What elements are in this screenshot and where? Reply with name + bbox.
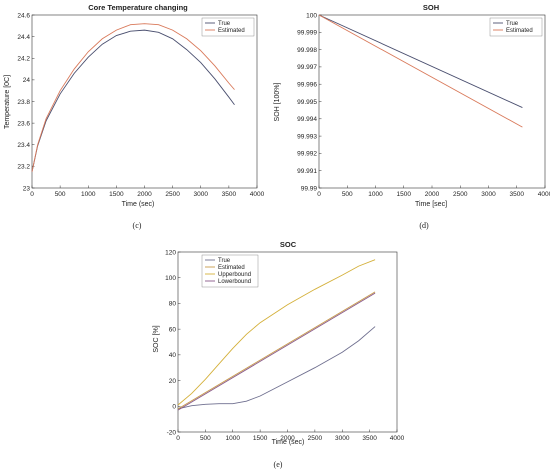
chart-e-caption: (e) xyxy=(274,460,283,469)
chart-e-series-estimated xyxy=(177,291,376,410)
chart-e-xtick-label: 1500 xyxy=(253,435,268,442)
chart-c-legend-label: Estimated xyxy=(218,28,245,34)
chart-d-ytick-label: 99.994 xyxy=(297,116,317,123)
chart-c-xtick-label: 2500 xyxy=(165,191,180,198)
chart-e-xtick-label: 2500 xyxy=(308,435,323,442)
chart-d-ytick-label: 99.998 xyxy=(297,47,317,54)
chart-e-plot: 0 500 1000 1500 2000 2500 3000 3500 4000-2002040… xyxy=(165,249,404,442)
chart-d-xlabel: Time [sec] xyxy=(415,201,447,208)
chart-e-xtick-label: 1000 xyxy=(226,435,241,442)
chart-d-xtick-label: 500 xyxy=(342,191,353,198)
chart-c-xtick-label: 500 xyxy=(55,191,66,198)
chart-c-xtick-label: 1500 xyxy=(109,191,124,198)
chart-c-ylabel: Temperature [0C] xyxy=(4,75,11,129)
chart-c-legend-label: True xyxy=(218,21,231,27)
chart-d-xtick-label: 3500 xyxy=(510,191,525,198)
chart-e-title: SOC xyxy=(280,240,297,249)
chart-c-ytick-label: 24.6 xyxy=(17,12,30,19)
chart-c-xtick-label: 1000 xyxy=(81,191,96,198)
chart-d-series-true xyxy=(318,14,523,108)
chart-e-xtick-label: 4000 xyxy=(390,435,405,442)
chart-d-plot: 0 500 1000 1500 2000 2500 3000 3500 4000 99.99 99.… xyxy=(297,12,550,198)
chart-c-legend-box xyxy=(201,17,255,37)
chart-e-ytick-label: 120 xyxy=(165,249,176,256)
chart-e-ytick-label: 60 xyxy=(169,326,177,333)
chart-e-series-upperbound xyxy=(177,259,376,406)
chart-d-ytick-label: 99.993 xyxy=(297,133,317,140)
chart-c-xlabel: Time (sec) xyxy=(122,201,155,208)
chart-d-ytick-label: 100 xyxy=(306,12,317,19)
chart-e-ytick-label: 100 xyxy=(165,275,176,282)
chart-d-title: SOH xyxy=(423,3,439,12)
chart-d-ylabel: SOH [100%] xyxy=(274,82,281,121)
chart-d-xtick-label: 4000 xyxy=(538,191,550,198)
chart-d-ytick-label: 99.99 xyxy=(301,185,318,192)
chart-e-ytick-label: 20 xyxy=(169,378,177,385)
chart-d-ytick-label: 99.996 xyxy=(297,82,317,89)
chart-c-ytick-label: 23.4 xyxy=(17,142,30,149)
chart-d-caption: (d) xyxy=(419,221,429,230)
chart-c-xtick-label: 0 xyxy=(30,191,34,198)
chart-e-xtick-label: 500 xyxy=(200,435,211,442)
chart-d-ytick-label: 99.999 xyxy=(297,30,317,37)
chart-d-frame xyxy=(318,14,546,189)
chart-d-legend-label: True xyxy=(506,21,519,27)
chart-c-xtick-label: 4000 xyxy=(250,191,265,198)
chart-d-ytick-label: 99.997 xyxy=(297,64,317,71)
chart-c-caption: (c) xyxy=(133,221,142,230)
chart-e-xtick-label: 0 xyxy=(176,435,180,442)
chart-e-ytick-label: 80 xyxy=(169,301,177,308)
chart-e-series-lowerbound xyxy=(177,292,376,411)
chart-c-ytick-label: 23 xyxy=(23,185,31,192)
chart-c-frame xyxy=(31,14,258,189)
chart-e-ytick-label: -20 xyxy=(167,429,177,436)
chart-c-xtick-label: 3000 xyxy=(194,191,209,198)
chart-c-ytick-label: 24.4 xyxy=(17,34,30,41)
chart-c-ytick-label: 24.2 xyxy=(17,56,30,63)
chart-d-legend-box xyxy=(489,17,543,37)
chart-e-xlabel: Time (sec) xyxy=(272,439,305,446)
chart-c-plot: 0 500 1000 1500 2000 2500 3000 3500 4000 23 23.2 23… xyxy=(17,12,264,198)
chart-d-series-estimated xyxy=(318,14,523,128)
chart-e-legend-label: True xyxy=(218,258,231,264)
chart-c-ytick-label: 23.6 xyxy=(17,120,30,127)
chart-c-ytick-label: 23.2 xyxy=(17,164,30,171)
chart-d-xtick-label: 2500 xyxy=(453,191,468,198)
chart-d-legend-label: Estimated xyxy=(506,28,533,34)
chart-e-xtick-label: 2000 xyxy=(280,435,295,442)
chart-c-title: Core Temperature changing xyxy=(88,3,188,12)
chart-e-xtick-label: 3000 xyxy=(335,435,350,442)
chart-d-xtick-label: 0 xyxy=(317,191,321,198)
chart-d: SOH 0 500 1000 1500 2000 2500 3000 3500 4000 99.9… xyxy=(274,3,550,230)
chart-e-legend-label: Estimated xyxy=(218,265,245,271)
chart-d-xtick-label: 1000 xyxy=(368,191,383,198)
chart-c-ytick-label: 24 xyxy=(23,77,31,84)
chart-e-ylabel: SOC [%] xyxy=(153,325,160,352)
chart-c-xtick-label: 3500 xyxy=(222,191,237,198)
chart-c: Core Temperature changing 0 500 1000 1500 20… xyxy=(4,3,265,230)
chart-e-series-true xyxy=(177,326,376,410)
chart-d-xtick-label: 3000 xyxy=(481,191,496,198)
chart-d-ytick-label: 99.995 xyxy=(297,99,317,106)
chart-e-ytick-label: 0 xyxy=(172,404,176,411)
chart-d-xtick-label: 1500 xyxy=(397,191,412,198)
chart-c-series-true xyxy=(31,29,235,172)
chart-e-legend-label: Lowerbound xyxy=(218,279,251,285)
chart-c-ytick-label: 23.8 xyxy=(17,99,30,106)
chart-e-legend-label: Upperbound xyxy=(218,272,251,278)
chart-c-xtick-label: 2000 xyxy=(137,191,152,198)
chart-c-series-estimated xyxy=(31,23,235,172)
chart-e-ytick-label: 40 xyxy=(169,352,177,359)
chart-e: SOC 0 500 1000 1500 2000 2500 3000 3500 4000-200… xyxy=(153,240,405,469)
chart-e-xtick-label: 3500 xyxy=(362,435,377,442)
chart-d-ytick-label: 99.992 xyxy=(297,151,317,158)
chart-d-ytick-label: 99.991 xyxy=(297,168,317,175)
chart-d-xtick-label: 2000 xyxy=(425,191,440,198)
